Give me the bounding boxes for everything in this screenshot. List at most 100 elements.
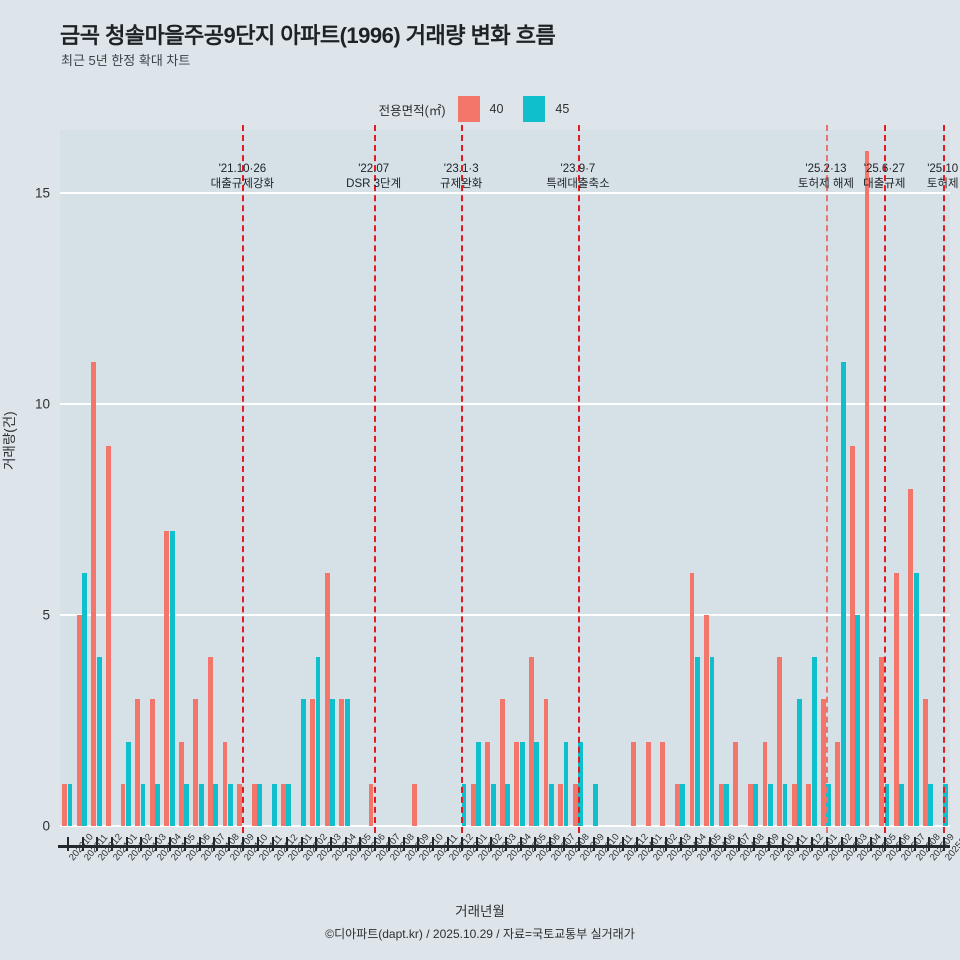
- x-tick-202205: [344, 837, 347, 851]
- annotation-date-5: '25.6·27: [863, 163, 905, 175]
- bar-40-202506: [879, 657, 885, 826]
- bar-45-202301: [461, 783, 467, 826]
- y-axis-title: 거래량(건): [2, 411, 17, 470]
- bar-45-202504: [855, 615, 861, 826]
- x-tick-202011: [81, 837, 84, 851]
- bar-45-202102: [125, 741, 131, 826]
- bar-45-202506: [884, 783, 890, 826]
- plot-area: [60, 125, 950, 843]
- bar-45-202111: [257, 783, 263, 826]
- bar-45-202409: [753, 783, 759, 826]
- bar-40-202504: [850, 446, 855, 826]
- x-tick-202212: [446, 837, 449, 851]
- bar-40-202503: [835, 741, 841, 826]
- y-tick-label-5: 5: [42, 607, 50, 623]
- x-tick-202306: [534, 837, 537, 851]
- annotation-date-1: '22.07: [358, 163, 390, 175]
- bar-40-202304: [499, 699, 505, 826]
- x-tick-202508: [913, 837, 916, 851]
- bar-45-202203: [315, 657, 321, 826]
- annotation-text-3: 특례대출축소: [546, 178, 610, 190]
- bar-45-202305: [519, 741, 525, 826]
- x-tick-202401: [636, 837, 639, 851]
- annotation-line-0: [242, 125, 245, 843]
- legend-swatch-40: [457, 96, 480, 122]
- bar-40-202406: [704, 615, 709, 826]
- x-tick-202302: [475, 837, 478, 851]
- bar-45-202108: [213, 783, 219, 826]
- legend-swatch-45: [523, 96, 546, 122]
- x-tick-202104: [154, 837, 157, 851]
- x-tick-202405: [694, 837, 697, 851]
- bar-40-202309: [572, 783, 578, 826]
- bar-45-202302: [476, 741, 481, 826]
- x-tick-202206: [359, 837, 362, 851]
- bar-40-202404: [674, 783, 680, 826]
- bar-45-202307: [549, 783, 554, 826]
- x-tick-202303: [490, 837, 493, 851]
- bar-45-202012: [96, 657, 102, 826]
- bar-45-202011: [82, 572, 87, 826]
- x-tick-202510: [942, 837, 945, 851]
- annotation-label-2: '23.1·3 규제완화: [440, 162, 482, 192]
- x-tick-202305: [519, 837, 522, 851]
- annotation-date-6: '25.10: [927, 163, 959, 175]
- bar-40-202205: [339, 699, 345, 826]
- bar-40-202308: [558, 783, 564, 826]
- x-tick-202207: [373, 837, 376, 851]
- gridline-15: [60, 192, 950, 195]
- annotation-label-5: '25.6·27 대출규제: [863, 162, 905, 192]
- x-tick-202312: [621, 837, 624, 851]
- bar-40-202411: [777, 657, 782, 826]
- bar-40-202412: [791, 783, 797, 826]
- annotation-text-4: 토허제 해제: [797, 178, 855, 190]
- x-tick-202501: [811, 837, 814, 851]
- x-tick-202311: [607, 837, 610, 851]
- x-tick-202203: [315, 837, 318, 851]
- bar-40-202507: [893, 572, 899, 826]
- x-tick-202111: [256, 837, 259, 851]
- x-tick-202404: [680, 837, 683, 851]
- bar-40-202508: [908, 488, 914, 826]
- x-tick-202304: [505, 837, 507, 851]
- bar-40-202103: [135, 699, 140, 826]
- x-tick-202201: [286, 837, 289, 851]
- y-tick-label-0: 0: [42, 818, 50, 834]
- annotation-text-6: 토허제: [926, 178, 959, 190]
- x-tick-202407: [723, 837, 726, 851]
- bar-40-202403: [660, 741, 666, 826]
- bar-40-202201: [281, 783, 286, 826]
- bar-40-202307: [543, 699, 549, 826]
- x-tick-202202: [300, 837, 303, 851]
- annotation-line-1: [373, 125, 376, 843]
- x-tick-202204: [329, 837, 332, 851]
- x-tick-202012: [96, 837, 99, 851]
- annotation-label-4: '25.2·13 토허제 해제: [798, 162, 854, 192]
- bar-45-202103: [140, 783, 146, 826]
- bar-40-202110: [237, 783, 243, 826]
- legend-label-45: 45: [555, 102, 570, 116]
- bar-45-202412: [797, 699, 802, 826]
- bar-45-202204: [330, 699, 336, 826]
- x-tick-202106: [184, 837, 187, 851]
- x-axis-title: 거래년월: [455, 904, 505, 919]
- bar-45-202106: [184, 783, 190, 826]
- annotation-line-5: [884, 125, 887, 843]
- x-tick-202504: [855, 837, 858, 851]
- x-tick-202310: [592, 837, 595, 851]
- page-subtitle: 최근 5년 한정 확대 차트: [61, 53, 191, 68]
- gridline-10: [60, 403, 950, 406]
- annotation-date-2: '23.1·3: [443, 163, 479, 175]
- y-tick-label-15: 15: [34, 185, 50, 201]
- bar-45-202109: [228, 783, 233, 826]
- footer-credit: ©디아파트(dapt.kr) / 2025.10.29 / 자료=국토교통부 실…: [325, 927, 635, 941]
- bar-40-202011: [76, 615, 82, 826]
- bar-40-202303: [485, 741, 491, 826]
- y-axis-labels: 0 5 10 15: [0, 130, 58, 834]
- bar-45-202510: [943, 783, 948, 826]
- annotation-date-3: '23.9·7: [560, 163, 596, 175]
- annotation-text-0: 대출규제강화: [210, 178, 275, 190]
- x-tick-202403: [665, 837, 668, 851]
- x-tick-202412: [796, 837, 799, 851]
- bar-45-202105: [169, 530, 175, 826]
